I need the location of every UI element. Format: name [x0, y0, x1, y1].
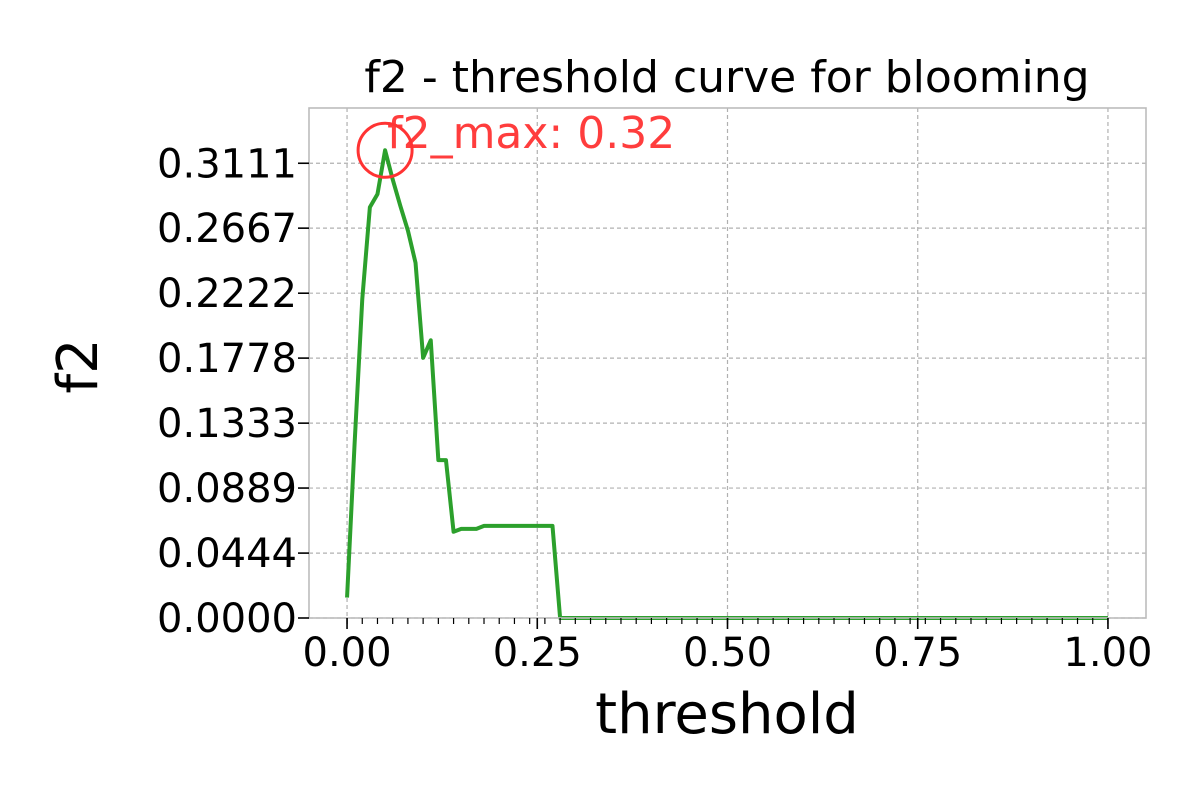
max-marker-circle [356, 121, 414, 179]
y-tick-label: 0.1333 [157, 401, 297, 447]
y-tick-label: 0.2222 [157, 271, 297, 317]
x-axis-label: threshold [595, 682, 859, 747]
y-tick-label: 0.0889 [157, 466, 297, 512]
annotation-layer: f2_max: 0.32 [356, 108, 675, 179]
y-tick-label: 0.2667 [157, 206, 297, 252]
y-axis-label: f2 [46, 338, 111, 393]
x-tick-label: 0.50 [683, 630, 772, 676]
x-tick-label: 0.25 [493, 630, 582, 676]
y-tick-label: 0.0000 [157, 596, 297, 642]
x-tick-label: 0.00 [303, 630, 392, 676]
grid-layer [309, 108, 1146, 619]
y-tick-label: 0.1778 [157, 336, 297, 382]
x-tick-label: 0.75 [873, 630, 962, 676]
labels-layer: f2 - threshold curve for blooming thresh… [46, 52, 1090, 747]
y-tick-label: 0.3111 [157, 141, 297, 187]
axes-layer: 0.00 0.25 0.50 0.75 1.00 0.0000 0.0444 0.0889 0.… [157, 107, 1152, 676]
annotation-label: f2_max: 0.32 [387, 108, 675, 159]
x-tick-label: 1.00 [1063, 630, 1152, 676]
y-tick-label: 0.0444 [157, 531, 297, 577]
chart-title: f2 - threshold curve for blooming [364, 52, 1089, 103]
